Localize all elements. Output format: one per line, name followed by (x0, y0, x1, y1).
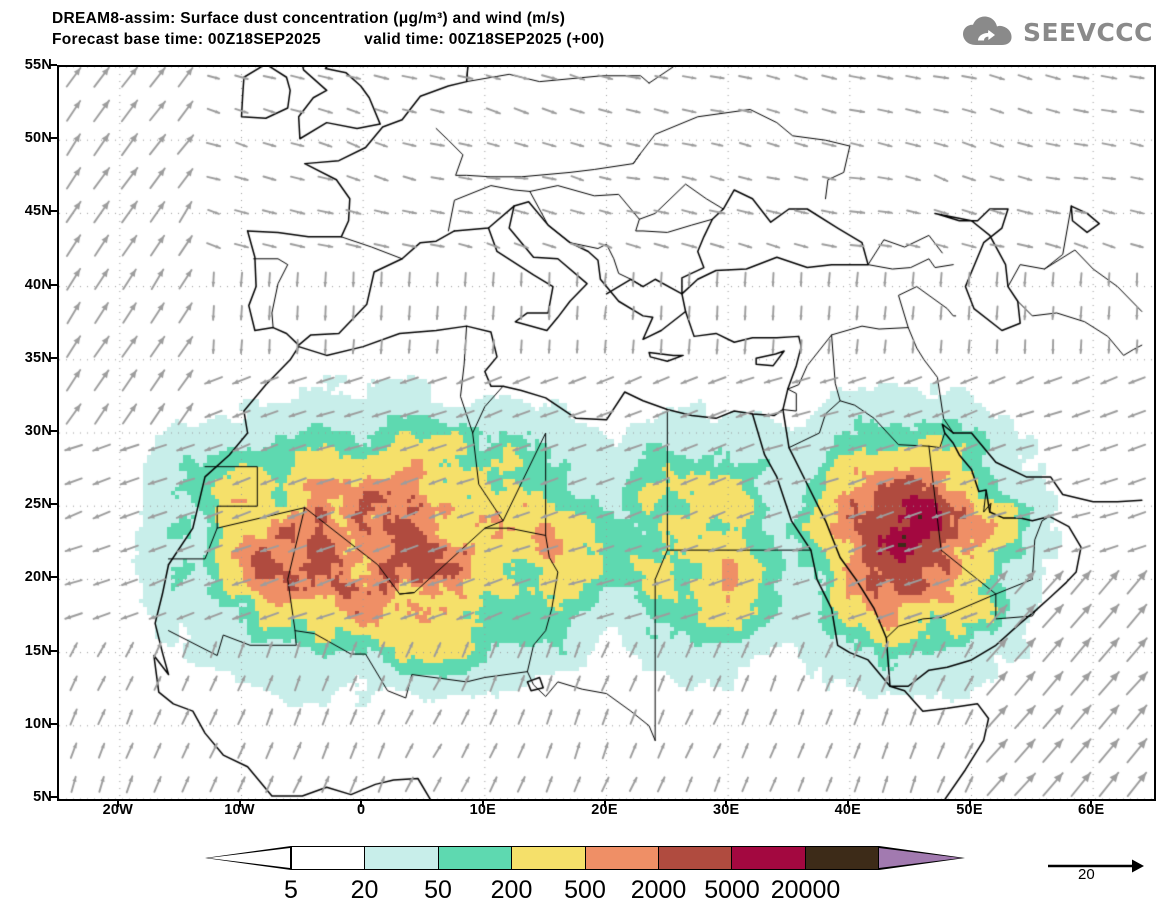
y-axis-label: 5N (33, 789, 52, 805)
y-axis-tick (49, 283, 57, 286)
colorbar-band (658, 847, 733, 869)
x-axis-tick (360, 799, 363, 807)
x-axis-tick (968, 799, 971, 807)
colorbar (205, 846, 965, 870)
page-title: DREAM8-assim: Surface dust concentration… (52, 10, 566, 27)
logo-text: SEEVCCC (1022, 17, 1153, 47)
x-axis-label: 0 (357, 802, 366, 818)
colorbar-bands (291, 846, 879, 870)
y-axis-label: 40N (24, 276, 52, 293)
y-axis-tick (49, 796, 57, 798)
colorbar-tick-label: 50 (424, 876, 452, 904)
y-axis-tick (49, 210, 57, 213)
y-axis-tick (49, 430, 57, 432)
dust-concentration-map[interactable] (59, 67, 1154, 799)
y-axis-tick (49, 137, 57, 140)
seevccc-logo: SEEVCCC (962, 14, 1153, 50)
colorbar-tick-label: 20 (350, 876, 379, 904)
y-axis-label: 20N (24, 569, 52, 586)
x-axis-label: 20W (102, 802, 134, 818)
colorbar-tick-label: 5 (284, 876, 298, 904)
colorbar-band (805, 847, 878, 869)
x-axis-label: 40E (834, 802, 862, 818)
x-axis-tick (725, 799, 728, 807)
x-axis-tick (116, 799, 119, 807)
cloud-icon (962, 16, 1012, 45)
colorbar-band (732, 847, 806, 869)
y-axis-label: 55N (24, 57, 52, 73)
x-axis-tick (238, 799, 241, 807)
colorbar-tick-label: 5000 (704, 876, 760, 904)
wind-scale-reference (1048, 859, 1144, 873)
colorbar-tick-label: 20000 (770, 876, 841, 904)
y-axis-label: 25N (24, 496, 52, 513)
forecast-base-time: Forecast base time: 00Z18SEP2025 (52, 31, 321, 48)
x-axis-tick (846, 799, 849, 807)
forecast-valid-time: valid time: 00Z18SEP2025 (+00) (364, 31, 605, 48)
x-axis-label: 30E (712, 802, 740, 818)
y-axis-tick (49, 722, 57, 725)
x-axis-tick (481, 799, 484, 807)
colorbar-band (365, 847, 439, 869)
x-axis-label: 20E (591, 802, 618, 818)
colorbar-band (292, 847, 366, 869)
wind-scale-label: 20 (1078, 866, 1095, 883)
header: DREAM8-assim: Surface dust concentration… (0, 0, 1165, 62)
colorbar-band (438, 847, 513, 869)
y-axis-tick (49, 503, 57, 506)
y-axis-label: 30N (24, 423, 52, 439)
x-axis-tick (1090, 799, 1093, 807)
colorbar-tick-label: 2000 (630, 876, 687, 904)
x-axis-label: 10E (469, 802, 497, 818)
colorbar-band (512, 847, 586, 869)
y-axis-tick (49, 356, 57, 359)
y-axis-label: 10N (24, 715, 52, 732)
y-axis-tick (49, 64, 57, 66)
forecast-time-line: Forecast base time: 00Z18SEP2025 valid t… (52, 31, 605, 49)
y-axis-tick (49, 649, 57, 652)
colorbar-tick-label: 500 (564, 876, 606, 904)
y-axis-label: 35N (24, 349, 52, 366)
y-axis-tick (49, 576, 57, 579)
colorbar-tick-label: 200 (490, 876, 533, 904)
y-axis-label: 15N (24, 642, 52, 659)
x-axis-label: 50E (956, 802, 983, 818)
map-plot-area[interactable] (57, 65, 1156, 801)
x-axis-label: 60E (1077, 802, 1105, 818)
colorbar-band (585, 847, 659, 869)
x-axis-label: 10W (224, 802, 255, 818)
y-axis-label: 50N (24, 130, 52, 147)
y-axis-label: 45N (24, 203, 52, 220)
x-axis-tick (603, 799, 606, 807)
